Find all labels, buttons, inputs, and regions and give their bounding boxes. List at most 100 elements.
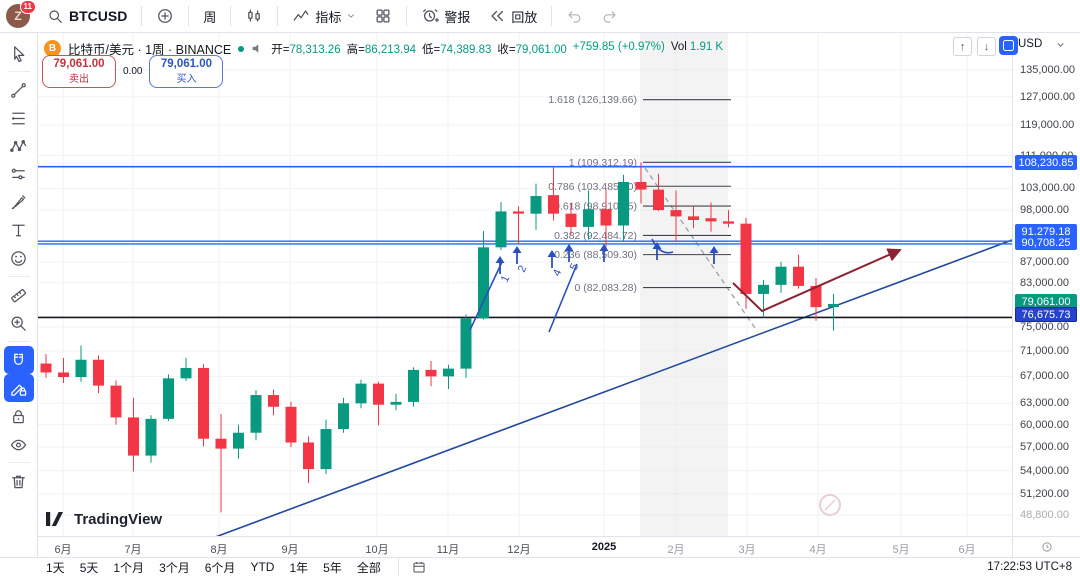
top-toolbar: Z 11 BTCUSD 周 bbox=[0, 0, 1080, 33]
price-label-chip: 90,708.25 bbox=[1015, 235, 1077, 250]
remove-drawings-button[interactable] bbox=[4, 467, 34, 495]
range-button-5年[interactable]: 5年 bbox=[323, 560, 342, 575]
range-button-1个月[interactable]: 1个月 bbox=[113, 560, 145, 575]
grid-layout-icon bbox=[374, 7, 392, 25]
user-avatar[interactable]: Z 11 bbox=[6, 0, 36, 28]
candle-body bbox=[793, 266, 804, 286]
tool-divider bbox=[7, 276, 30, 277]
plus-circle-icon bbox=[156, 7, 174, 25]
axis-settings-corner[interactable] bbox=[1012, 536, 1080, 557]
sell-button[interactable]: 79,061.00 卖出 bbox=[42, 55, 116, 88]
interval-button[interactable]: 周 bbox=[196, 3, 223, 30]
forecast-tool-button[interactable] bbox=[4, 160, 34, 188]
bottom-toolbar: 1天 5天 1个月 3个月 6个月 YTD 1年 5年 全部 17:22:53 UTC+8 bbox=[0, 557, 1080, 576]
up-arrow-head bbox=[495, 256, 505, 263]
pattern-tool-button[interactable] bbox=[4, 132, 34, 160]
hide-drawings-button[interactable] bbox=[4, 430, 34, 458]
range-button-YTD[interactable]: YTD bbox=[250, 560, 275, 574]
toolbar-divider bbox=[277, 6, 279, 26]
time-tick-label: 9月 bbox=[281, 544, 299, 556]
price-tick-label: 63,000.00 bbox=[1020, 397, 1069, 410]
lock-drawings-button[interactable] bbox=[4, 402, 34, 430]
layout-grid-button[interactable] bbox=[367, 3, 399, 29]
candle-body bbox=[618, 181, 629, 226]
timezone-settings-icon bbox=[1041, 541, 1053, 553]
magnet-mode-button[interactable] bbox=[3, 346, 34, 374]
undo-button[interactable] bbox=[559, 4, 590, 29]
notification-badge: 11 bbox=[19, 0, 36, 14]
arrow-label: 1 bbox=[499, 274, 512, 285]
emoji-tool-button[interactable] bbox=[4, 244, 34, 272]
fib-level-label: 0.618 (98,910.75) bbox=[554, 201, 637, 213]
pencil-lock-icon bbox=[9, 379, 28, 398]
price-tick-label: 51,200.00 bbox=[1020, 488, 1069, 500]
time-tick-label: 4月 bbox=[809, 544, 827, 556]
candle-body bbox=[145, 418, 157, 456]
zoom-in-icon bbox=[9, 314, 28, 333]
trend-line-tool-button[interactable] bbox=[4, 76, 34, 104]
buy-label: 买入 bbox=[176, 74, 197, 85]
support-trendline bbox=[215, 239, 1012, 536]
chevron-down-icon bbox=[346, 11, 356, 21]
text-tool-button[interactable] bbox=[4, 216, 34, 244]
candle-body bbox=[408, 369, 419, 402]
price-tick-label: 75,000.00 bbox=[1020, 321, 1069, 334]
candlestick-chart[interactable]: 1.618 (126,139.66) 1 (109,312.19) 0.786 (1… bbox=[38, 33, 1012, 536]
alerts-label: 警报 bbox=[444, 9, 471, 25]
volume-value: 1.91 K bbox=[689, 40, 724, 53]
cursor-tool-button[interactable] bbox=[4, 39, 34, 67]
pen-stroke bbox=[548, 263, 578, 333]
candle-body bbox=[180, 367, 192, 379]
market-status-dot bbox=[238, 45, 245, 52]
screenshot-button[interactable] bbox=[999, 36, 1018, 55]
range-button-全部[interactable]: 全部 bbox=[356, 560, 381, 575]
candle-body bbox=[355, 383, 367, 404]
candle-body bbox=[250, 395, 262, 433]
candle-body bbox=[775, 266, 787, 285]
symbol-search-button[interactable]: BTCUSD bbox=[40, 4, 134, 29]
projection-arrow bbox=[732, 248, 902, 313]
tradingview-logo[interactable]: TradingView bbox=[46, 511, 162, 528]
chart-style-button[interactable] bbox=[238, 3, 270, 29]
measure-tool-button[interactable] bbox=[4, 281, 34, 309]
replay-button[interactable]: 回放 bbox=[481, 3, 544, 30]
range-button-6个月[interactable]: 6个月 bbox=[204, 560, 236, 575]
brush-tool-button[interactable] bbox=[4, 188, 34, 216]
currency-dropdown[interactable]: USD bbox=[1018, 38, 1065, 50]
price-tick-label: 54,000.00 bbox=[1020, 464, 1069, 477]
price-tick-label: 119,000.00 bbox=[1020, 119, 1075, 132]
time-tick-label: 3月 bbox=[738, 544, 756, 556]
sound-icon[interactable] bbox=[251, 42, 264, 55]
up-arrow-head bbox=[599, 244, 609, 251]
up-arrow-head bbox=[547, 250, 557, 257]
buy-button[interactable]: 79,061.00 买入 bbox=[149, 55, 224, 88]
screenshot-icon bbox=[1003, 40, 1014, 51]
indicators-button[interactable]: 指标 bbox=[285, 3, 363, 30]
range-button-1年[interactable]: 1年 bbox=[289, 560, 309, 575]
range-button-1天[interactable]: 1天 bbox=[46, 560, 65, 575]
redo-button[interactable] bbox=[594, 4, 625, 29]
stay-in-drawing-mode-button[interactable] bbox=[3, 374, 34, 402]
candle-body bbox=[723, 221, 734, 224]
price-axis[interactable]: 135,000.00127,000.00119,000.00111,000.00… bbox=[1012, 33, 1080, 536]
zoom-in-tool-button[interactable] bbox=[4, 309, 34, 337]
alerts-button[interactable]: 警报 bbox=[414, 3, 477, 30]
candle-body bbox=[390, 401, 402, 405]
range-button-5天[interactable]: 5天 bbox=[79, 560, 99, 575]
scroll-up-button[interactable]: ↑ bbox=[953, 37, 972, 56]
up-arrow-head bbox=[564, 244, 574, 251]
time-axis[interactable]: 6月 7月 8月 9月 10月 11月 12月 2025 2月 3月 4月 5月 6月 bbox=[38, 536, 1012, 557]
compare-add-button[interactable] bbox=[149, 3, 181, 29]
scroll-down-button[interactable]: ↓ bbox=[977, 37, 996, 56]
fib-retracement-tool-button[interactable] bbox=[4, 104, 34, 132]
go-to-date-button[interactable] bbox=[412, 560, 426, 574]
chart-legend[interactable]: B 比特币/美元 · 1周 · BINANCE 开=78,313.26 高=86… bbox=[44, 39, 723, 58]
price-tick-label: 57,000.00 bbox=[1020, 441, 1069, 454]
arrow-label: 5 bbox=[568, 262, 581, 273]
redo-icon bbox=[601, 8, 618, 25]
range-button-3个月[interactable]: 3个月 bbox=[159, 560, 190, 575]
candle-body bbox=[705, 218, 717, 222]
clock[interactable]: 17:22:53 UTC+8 bbox=[987, 561, 1072, 573]
candle-body bbox=[513, 211, 524, 214]
